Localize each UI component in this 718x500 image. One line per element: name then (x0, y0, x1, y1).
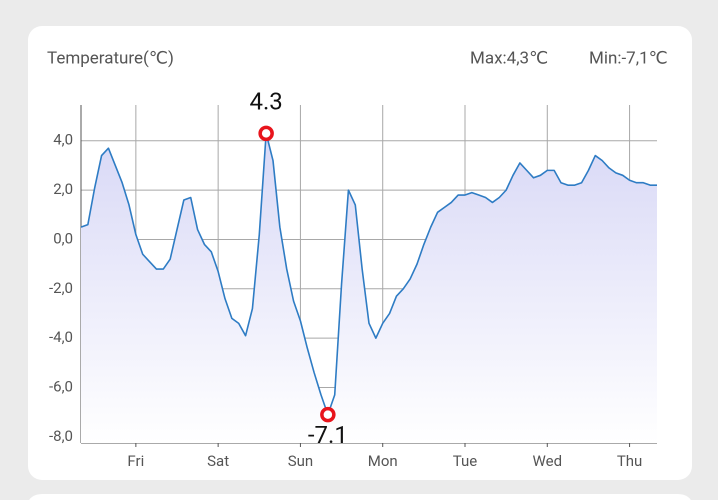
y-tick-label: -6,0 (49, 377, 73, 395)
y-tick-label: 0,0 (53, 229, 73, 247)
extreme-label: 4.3 (249, 88, 282, 116)
y-tick-label: -4,0 (49, 328, 73, 346)
max-text: Max:4,3℃ (470, 48, 548, 68)
x-tick-label: Tue (453, 452, 478, 470)
extreme-label: -7.1 (308, 421, 348, 449)
y-tick-label: 4,0 (53, 131, 73, 149)
next-card (29, 494, 691, 500)
x-tick-label: Wed (533, 452, 563, 470)
x-tick-label: Thu (617, 452, 642, 470)
extreme-marker (258, 125, 274, 142)
y-tick-label: -2,0 (49, 279, 73, 297)
x-tick-label: Fri (127, 452, 144, 470)
extreme-marker (320, 406, 336, 423)
y-tick-label: -8,0 (49, 427, 73, 445)
area (81, 133, 657, 444)
min-text: Min:-7,1℃ (589, 48, 668, 68)
x-tick-label: Sun (288, 452, 313, 470)
line (80, 132, 657, 416)
y-tick-label: 2,0 (53, 180, 73, 198)
x-tick-label: Sat (207, 452, 229, 470)
chart-title: Temperature(℃) (47, 48, 174, 68)
x-tick-label: Mon (368, 452, 398, 470)
